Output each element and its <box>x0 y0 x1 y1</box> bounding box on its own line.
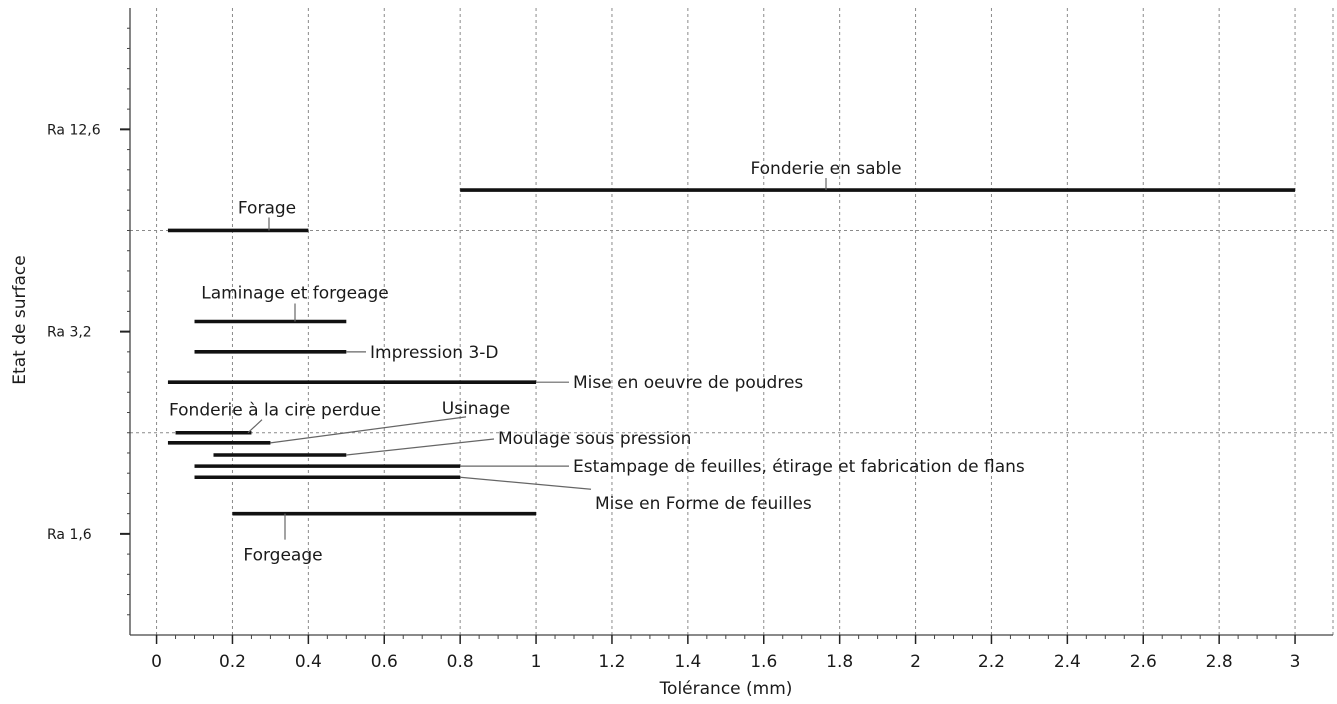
x-tick-label: 0.6 <box>371 652 398 672</box>
x-tick-label: 1.4 <box>674 652 701 672</box>
label-fonderie-en-sable: Fonderie en sable <box>750 159 901 179</box>
leader-line <box>270 416 467 444</box>
grid <box>130 8 1334 635</box>
x-axis-title: Tolérance (mm) <box>659 679 793 699</box>
x-tick-label: 1 <box>531 652 542 672</box>
label-estampage-de-feuilles-tirage-et-fabrication-de-flans: Estampage de feuilles, étirage et fabric… <box>573 457 1025 477</box>
x-tick-label: 1.6 <box>750 652 777 672</box>
x-tick-label: 0.2 <box>219 652 246 672</box>
bars <box>167 188 1296 516</box>
label-laminage-et-forgeage: Laminage et forgeage <box>201 284 389 304</box>
x-tick-label: 1.2 <box>598 652 625 672</box>
x-tick-label: 0 <box>151 652 162 672</box>
x-tick-label: 3 <box>1290 652 1301 672</box>
bar-labels: Fonderie en sable Forage Laminage et forge… <box>169 159 1025 566</box>
leader-line <box>247 419 263 434</box>
x-tick-label: 2.2 <box>978 652 1005 672</box>
label-mise-en-oeuvre-de-poudres: Mise en oeuvre de poudres <box>573 373 803 393</box>
x-tick-label: 0.8 <box>447 652 474 672</box>
label-usinage: Usinage <box>442 399 510 419</box>
y-tick-label: Ra 3,2 <box>47 325 92 341</box>
label-forage: Forage <box>238 198 296 218</box>
label-impression-3-d: Impression 3-D <box>370 343 499 363</box>
x-tick-label: 2.8 <box>1206 652 1233 672</box>
x-tick-label: 2.6 <box>1130 652 1157 672</box>
label-mise-en-forme-de-feuilles: Mise en Forme de feuilles <box>595 494 812 514</box>
axes: Ra 1,6 Ra 3,2 Ra 12,6 0 0.2 0.4 0.6 0.8 1 1.2 1.4 1… <box>47 8 1333 672</box>
label-moulage-sous-pression: Moulage sous pression <box>498 429 691 449</box>
label-forgeage: Forgeage <box>243 546 322 566</box>
x-tick-label: 0.4 <box>295 652 322 672</box>
label-fonderie-la-cire-perdue: Fonderie à la cire perdue <box>169 401 381 421</box>
leader-line <box>460 476 592 490</box>
x-tick-label: 2.4 <box>1054 652 1081 672</box>
y-axis-title: Etat de surface <box>10 255 30 384</box>
x-tick-label: 1.8 <box>826 652 853 672</box>
x-tick-label: 2 <box>910 652 921 672</box>
y-tick-label: Ra 1,6 <box>47 527 92 543</box>
leader-line <box>346 438 495 456</box>
y-tick-label: Ra 12,6 <box>47 122 101 138</box>
